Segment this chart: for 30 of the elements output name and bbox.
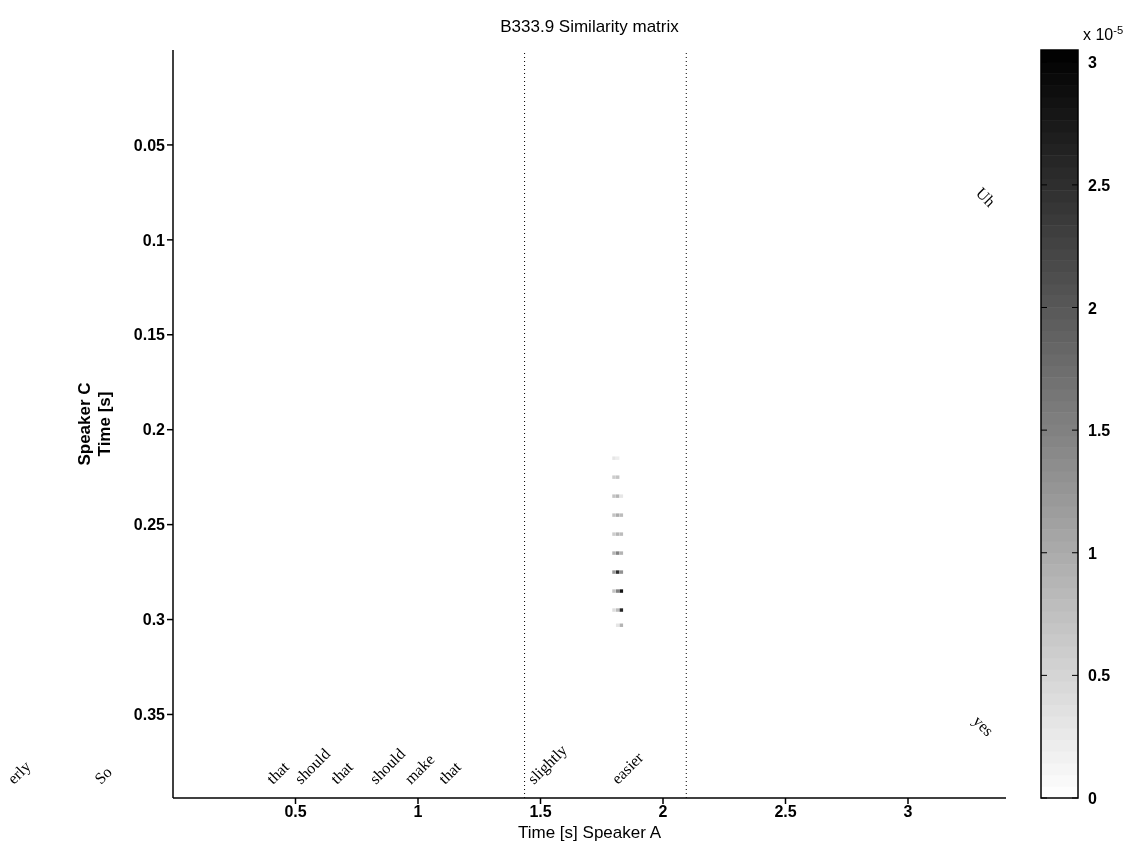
y-tick-label: 0.1 <box>142 231 166 249</box>
x-axis-title: Time [s] Speaker A <box>518 823 662 842</box>
x-tick-label: 3 <box>903 803 913 821</box>
y-tick-label: 0.25 <box>133 516 166 534</box>
text: erly <box>4 757 35 788</box>
y-axis-title: Speaker C Time [s] <box>75 382 114 466</box>
annotation: yes <box>969 712 997 740</box>
y-tick-label: 0.15 <box>133 326 166 344</box>
color-bar-title: x 10$^{-5}$ <box>1083 24 1124 43</box>
annotation: that <box>435 757 465 788</box>
color-bar-label: 1.5 <box>1088 422 1111 440</box>
annotation: Uh <box>972 184 999 210</box>
color-bar-label: 1 <box>1088 544 1097 562</box>
x-tick-label: 2 <box>658 803 668 821</box>
y-tick-label: 0.05 <box>133 136 166 154</box>
x-tick-label: 0.5 <box>284 803 307 821</box>
x-tick-label: 1 <box>413 803 423 821</box>
text: So <box>91 763 116 788</box>
color-bar-label: 2.5 <box>1088 176 1111 194</box>
y-tick-label: 0.3 <box>142 611 166 629</box>
x-tick-label: 2.5 <box>774 803 797 821</box>
y-tick-label: 0.35 <box>133 706 166 724</box>
color-bar-label: 0 <box>1088 790 1097 807</box>
color-bar-label: 2 <box>1088 299 1097 317</box>
chart-title: B333.9 Similarity matrix <box>500 17 680 36</box>
color-bar-label: 3 <box>1088 54 1097 72</box>
x-tick-label: 1.5 <box>529 803 552 821</box>
y-tick-label: 0.2 <box>142 421 166 439</box>
annotation: that <box>263 757 293 788</box>
color-bar-label: 0.5 <box>1088 667 1111 685</box>
